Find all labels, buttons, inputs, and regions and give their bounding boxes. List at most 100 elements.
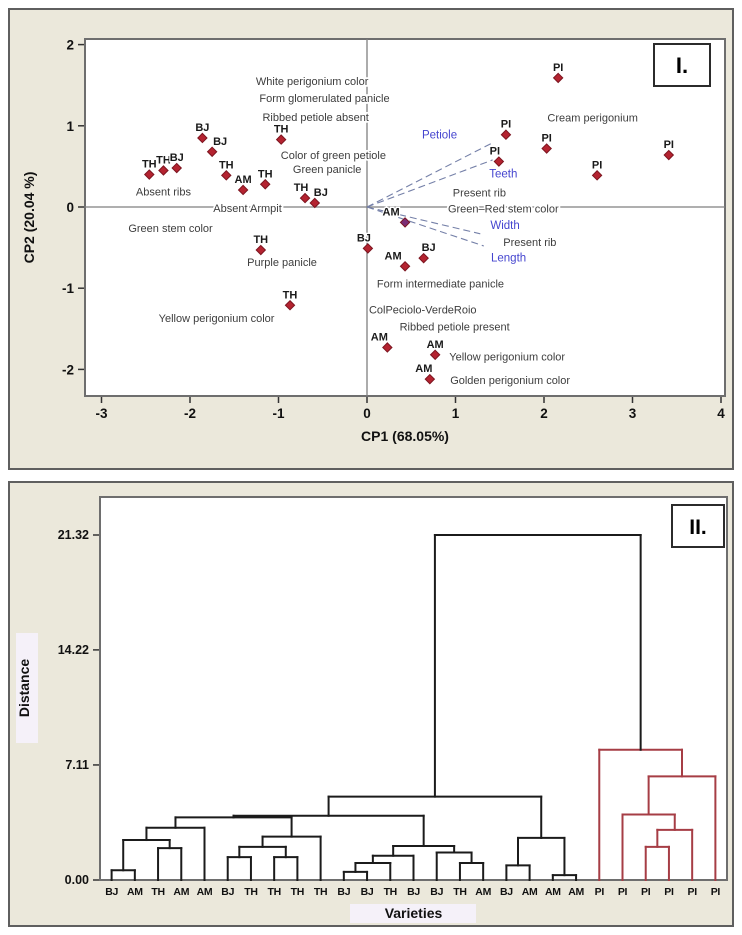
- leaf-label: TH: [244, 886, 257, 898]
- y-tick-label: 2: [66, 38, 74, 53]
- pca-point: [541, 143, 552, 154]
- pca-point-label: PI: [664, 139, 674, 151]
- pca-point: [493, 156, 505, 167]
- annotation-text: ColPeciolo-VerdeRoio: [369, 304, 477, 316]
- pca-point-label: PI: [501, 119, 511, 131]
- pca-point-label: PI: [553, 62, 563, 74]
- x-tick-label: 1: [452, 406, 460, 421]
- annotation-text: Color of green petiole: [281, 150, 386, 162]
- pca-point-label: TH: [258, 168, 273, 180]
- pca-point-label: TH: [253, 234, 268, 246]
- pca-point: [299, 192, 311, 204]
- pca-point: [220, 170, 232, 181]
- pca-point: [591, 170, 603, 181]
- y-tick-label: 14.22: [58, 643, 89, 657]
- varieties-label-band: [350, 904, 476, 923]
- pca-point: [158, 165, 169, 176]
- pca-point: [429, 349, 441, 361]
- loading-vector: [366, 159, 493, 208]
- pca-point: [362, 243, 374, 254]
- leaf-label: AM: [568, 886, 584, 898]
- y-tick-label: 0.00: [65, 873, 89, 887]
- pca-point-label: BJ: [422, 242, 436, 254]
- leaf-label: AM: [522, 886, 538, 898]
- annotation-text: Golden perigonium color: [450, 375, 570, 387]
- annotation-text: Green stem color: [128, 223, 213, 235]
- pca-point: [424, 373, 436, 385]
- pca-point-label: AM: [383, 206, 400, 218]
- annotation-text: Absent Armpit: [213, 203, 281, 215]
- pca-point-label: AM: [371, 331, 388, 343]
- dendrogram-panel: 21.32 14.22 7.11 0.00 Distance BJ AM TH AM AM BJ TH…: [8, 481, 734, 927]
- pca-point-label: PI: [541, 133, 551, 145]
- pca-biplot-panel: -3 -2 -1 0 1 2 3 4 2 1 0 -1 -2 CP1 (68.05%) CP2 (20.04…: [8, 8, 734, 470]
- leaf-label: AM: [173, 886, 189, 898]
- x-tick-label: 4: [717, 406, 725, 421]
- leaf-label: PI: [595, 886, 605, 898]
- leaf-label: AM: [127, 886, 143, 898]
- pca-point-label: TH: [274, 124, 289, 136]
- x-tick-label: -1: [272, 406, 284, 421]
- y-tick-label: 0: [66, 200, 74, 215]
- x-tick-label: 3: [629, 406, 637, 421]
- y-tick-label: -1: [62, 281, 74, 296]
- leaf-label: BJ: [430, 886, 443, 898]
- leaf-label: TH: [314, 886, 327, 898]
- annotation-text: Purple panicle: [247, 257, 317, 269]
- pca-point: [399, 217, 411, 228]
- leaf-label: BJ: [105, 886, 118, 898]
- y-axis-title: Distance: [16, 659, 32, 718]
- panel-label: I.: [676, 53, 688, 78]
- pca-point: [663, 149, 675, 161]
- pca-point: [552, 72, 564, 84]
- leaf-label: PI: [688, 886, 698, 898]
- leaf-label: AM: [197, 886, 213, 898]
- annotation-text: Present rib: [453, 187, 506, 199]
- pca-svg: -3 -2 -1 0 1 2 3 4 2 1 0 -1 -2 CP1 (68.05%) CP2 (20.04…: [21, 38, 726, 444]
- pca-point-label: AM: [385, 250, 402, 262]
- leaf-label: TH: [291, 886, 304, 898]
- annotation-text: Absent ribs: [136, 187, 192, 199]
- plot-area: [99, 496, 728, 881]
- pca-point-label: TH: [283, 289, 298, 301]
- distance-label-band: [16, 633, 38, 743]
- annotation-text: Yellow perigonium color: [449, 351, 565, 363]
- pca-point-label: TH: [156, 154, 171, 166]
- leaf-label: BJ: [337, 886, 350, 898]
- pca-point: [275, 134, 287, 145]
- vector-label: Length: [491, 252, 526, 264]
- annotation-text: Ribbed petiole absent: [262, 112, 368, 124]
- dendrogram-svg: 21.32 14.22 7.11 0.00 Distance BJ AM TH AM AM BJ TH…: [16, 496, 728, 923]
- x-axis-title: CP1 (68.05%): [361, 428, 449, 444]
- panel-label-box: [653, 43, 711, 87]
- vector-label: Petiole: [422, 130, 457, 142]
- leaf-label: PI: [641, 886, 651, 898]
- panel-label-box: [671, 504, 725, 548]
- pca-point: [500, 129, 512, 141]
- annotation-text: Ribbed petiole present: [400, 321, 510, 333]
- pca-point: [237, 184, 249, 196]
- annotation-text: Form glomerulated panicle: [259, 93, 389, 105]
- pca-point: [259, 178, 271, 190]
- pca-point-label: BJ: [357, 232, 371, 244]
- loading-vector: [366, 206, 481, 235]
- pca-point-label: AM: [427, 339, 444, 351]
- pca-point-label: BJ: [195, 122, 209, 134]
- x-tick-label: -2: [184, 406, 196, 421]
- annotation-text: Green–Red stem color: [448, 204, 559, 216]
- y-tick-label: -2: [62, 362, 74, 377]
- annotation-text: Yellow perigonium color: [159, 313, 275, 325]
- pca-point: [255, 244, 267, 256]
- pca-point-label: AM: [415, 363, 432, 375]
- pca-point-label: TH: [142, 159, 157, 171]
- vector-label: Width: [490, 220, 519, 232]
- pca-point-label: TH: [294, 182, 309, 194]
- pca-point-label: BJ: [170, 152, 184, 164]
- leaf-label: BJ: [407, 886, 420, 898]
- pca-point-label: AM: [235, 174, 252, 186]
- panel-label: II.: [689, 516, 707, 539]
- pca-point: [143, 169, 155, 180]
- leaf-label: BJ: [221, 886, 234, 898]
- pca-point: [399, 260, 411, 272]
- leaf-label: PI: [664, 886, 674, 898]
